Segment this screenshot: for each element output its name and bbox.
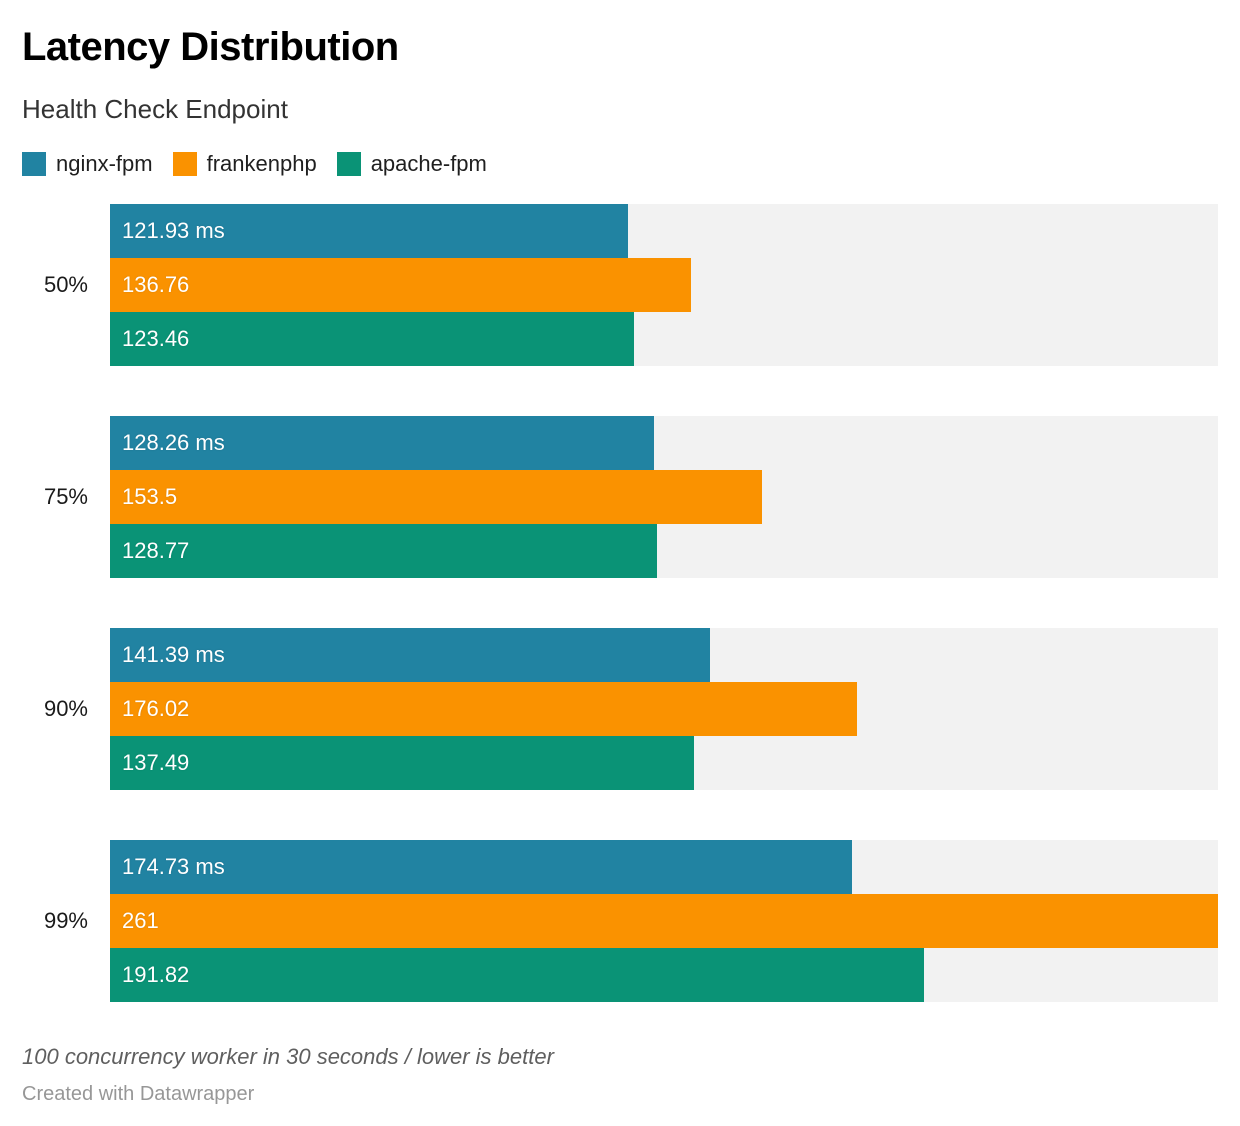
category-label: 75% — [43, 483, 88, 509]
footer-note: 100 concurrency worker in 30 seconds / l… — [22, 1043, 554, 1069]
attribution-text: Created with Datawrapper — [22, 1083, 255, 1106]
group-bars: 174.73 ms 261 191.82 — [110, 839, 1218, 1002]
bar-track: 137.49 — [110, 735, 1218, 790]
bar-track: 191.82 — [110, 947, 1218, 1002]
bar-nginx-fpm: 121.93 ms — [110, 203, 628, 258]
bar-value-label: 191.82 — [122, 961, 190, 987]
bar-track: 123.46 — [110, 311, 1218, 366]
legend-item-label: apache-fpm — [370, 150, 487, 176]
bar-value-label: 261 — [122, 907, 159, 933]
bar-frankenphp: 153.5 — [110, 469, 762, 524]
bar-nginx-fpm: 174.73 ms — [110, 839, 852, 894]
category-label: 50% — [43, 271, 88, 297]
bar-track: 121.93 ms — [110, 203, 1218, 258]
chart-footer: 100 concurrency worker in 30 seconds / l… — [22, 1044, 1218, 1106]
bar-value-label: 176.02 — [122, 695, 190, 721]
bar-value-label: 128.77 — [122, 537, 190, 563]
bar-track: 153.5 — [110, 469, 1218, 524]
percentile-group-99: 99% 174.73 ms 261 191.82 — [22, 839, 1218, 1002]
bar-value-label: 153.5 — [122, 483, 178, 509]
bar-track: 136.76 — [110, 257, 1218, 312]
group-bars: 128.26 ms 153.5 128.77 — [110, 415, 1218, 578]
bar-track: 174.73 ms — [110, 839, 1218, 894]
bar-track: 128.26 ms — [110, 415, 1218, 470]
legend-item-apache-fpm: apache-fpm — [336, 150, 487, 176]
bar-apache-fpm: 191.82 — [110, 947, 925, 1002]
bar-apache-fpm: 123.46 — [110, 311, 635, 366]
bar-value-label: 174.73 ms — [122, 853, 225, 879]
percentile-group-90: 90% 141.39 ms 176.02 137.49 — [22, 627, 1218, 790]
bar-apache-fpm: 137.49 — [110, 735, 694, 790]
bar-frankenphp: 176.02 — [110, 681, 858, 736]
percentile-group-50: 50% 121.93 ms 136.76 123.46 — [22, 203, 1218, 366]
bar-frankenphp: 136.76 — [110, 257, 691, 312]
legend-item-nginx-fpm: nginx-fpm — [22, 150, 153, 176]
bar-frankenphp: 261 — [110, 893, 1218, 948]
percentile-group-75: 75% 128.26 ms 153.5 128.77 — [22, 415, 1218, 578]
bar-value-label: 137.49 — [122, 749, 190, 775]
legend-swatch-frankenphp-icon — [172, 151, 197, 176]
group-bars: 121.93 ms 136.76 123.46 — [110, 203, 1218, 366]
legend-item-label: frankenphp — [206, 150, 317, 176]
bar-value-label: 123.46 — [122, 325, 190, 351]
legend-item-label: nginx-fpm — [56, 150, 153, 176]
bar-track: 176.02 — [110, 681, 1218, 736]
bar-track: 141.39 ms — [110, 627, 1218, 682]
bar-value-label: 121.93 ms — [122, 217, 225, 243]
bar-value-label: 141.39 ms — [122, 641, 225, 667]
group-bars: 141.39 ms 176.02 137.49 — [110, 627, 1218, 790]
bar-value-label: 128.26 ms — [122, 429, 225, 455]
page-subtitle: Health Check Endpoint — [22, 94, 288, 124]
bar-chart: 50% 121.93 ms 136.76 123.46 — [22, 203, 1218, 1002]
legend-item-frankenphp: frankenphp — [172, 150, 317, 176]
bar-nginx-fpm: 128.26 ms — [110, 415, 655, 470]
legend: nginx-fpm frankenphp apache-fpm — [22, 150, 1218, 176]
legend-swatch-apache-fpm-icon — [336, 151, 361, 176]
page-title: Latency Distribution — [22, 25, 399, 69]
bar-track: 128.77 — [110, 523, 1218, 578]
bar-value-label: 136.76 — [122, 271, 190, 297]
category-label: 99% — [43, 907, 88, 933]
bar-track: 261 — [110, 893, 1218, 948]
bar-nginx-fpm: 141.39 ms — [110, 627, 711, 682]
bar-apache-fpm: 128.77 — [110, 523, 657, 578]
legend-swatch-nginx-fpm-icon — [22, 151, 46, 176]
category-label: 90% — [43, 695, 88, 721]
